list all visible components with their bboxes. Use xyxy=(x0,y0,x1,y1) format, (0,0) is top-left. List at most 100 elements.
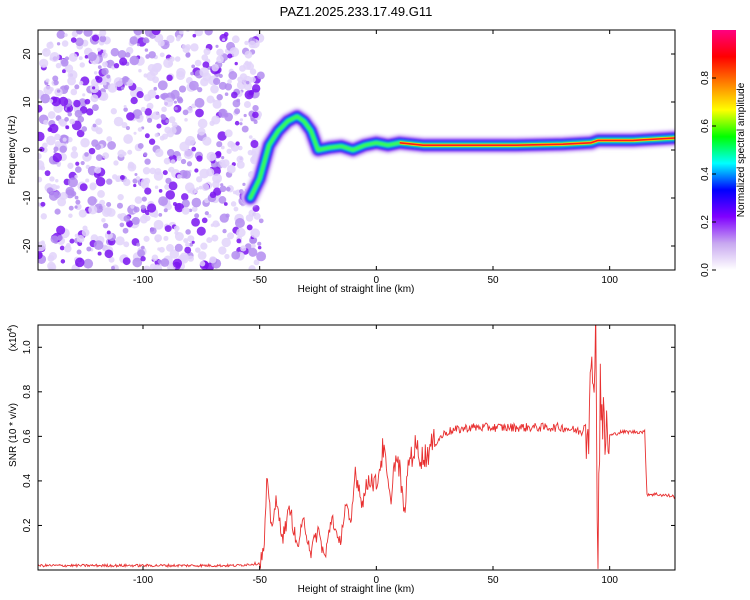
noise-blob xyxy=(210,84,219,94)
noise-blob xyxy=(151,111,161,120)
noise-blob xyxy=(126,220,134,228)
noise-blob xyxy=(142,166,151,175)
noise-blob xyxy=(201,183,210,191)
noise-blob xyxy=(107,83,118,93)
noise-blob xyxy=(74,195,79,200)
noise-blob xyxy=(166,243,174,252)
noise-blob xyxy=(184,246,192,254)
snr-ylabel: SNR (10 * v/v) xyxy=(8,403,19,467)
noise-blob xyxy=(148,138,156,145)
noise-blob xyxy=(227,53,233,59)
noise-blob xyxy=(125,52,131,58)
noise-blob xyxy=(67,70,78,80)
noise-blob xyxy=(164,225,172,233)
noise-blob xyxy=(153,213,159,218)
noise-blob xyxy=(231,250,241,260)
noise-blob xyxy=(194,168,199,173)
noise-blob xyxy=(166,149,175,157)
noise-blob xyxy=(144,108,152,116)
noise-blob xyxy=(256,251,267,262)
colorbar-tick-label: 0.6 xyxy=(700,119,711,133)
noise-blob xyxy=(92,34,100,42)
snr-panel: -100 -50 0 50 100 0.2 0.4 0.6 0.8 1.0 Height of s… xyxy=(7,324,676,595)
noise-blob xyxy=(67,177,78,188)
noise-blob xyxy=(47,111,56,119)
noise-blob xyxy=(217,131,227,141)
noise-blob xyxy=(236,80,246,90)
noise-blob xyxy=(42,142,48,149)
noise-blob xyxy=(219,213,229,223)
noise-blob xyxy=(156,123,162,129)
noise-blob xyxy=(188,208,193,213)
noise-blob xyxy=(211,115,221,125)
noise-blob xyxy=(137,249,145,258)
noise-blob xyxy=(38,152,42,160)
noise-blob xyxy=(239,118,244,122)
noise-blob xyxy=(98,205,103,210)
noise-blob xyxy=(236,227,246,238)
noise-blob xyxy=(253,259,260,266)
noise-blob xyxy=(81,228,90,237)
noise-blob xyxy=(126,112,135,121)
noise-blob xyxy=(158,196,168,207)
noise-blob xyxy=(133,183,137,188)
noise-blob xyxy=(70,37,77,43)
noise-blob xyxy=(61,40,69,47)
noise-blob xyxy=(106,178,113,185)
noise-blob xyxy=(88,205,98,215)
noise-blob xyxy=(123,178,131,187)
noise-blob xyxy=(226,164,236,174)
noise-blob xyxy=(152,63,162,73)
noise-blob xyxy=(58,96,69,107)
noise-blob xyxy=(113,77,124,88)
noise-blob xyxy=(52,75,59,82)
noise-blob xyxy=(42,63,46,68)
noise-blob xyxy=(56,30,66,39)
noise-blob xyxy=(202,136,212,146)
noise-blob xyxy=(197,87,203,93)
noise-blob xyxy=(202,72,212,82)
noise-blob xyxy=(199,260,206,267)
y-tick-label: 0.2 xyxy=(22,518,33,532)
noise-blob xyxy=(215,179,220,184)
noise-blob xyxy=(234,61,238,66)
noise-blob xyxy=(249,68,257,75)
noise-blob xyxy=(135,176,141,181)
noise-blob xyxy=(204,211,209,216)
noise-blob xyxy=(196,155,203,162)
noise-blob xyxy=(75,37,84,47)
noise-blob xyxy=(144,48,149,52)
noise-blob xyxy=(142,265,151,270)
noise-blob xyxy=(171,121,178,128)
noise-blob xyxy=(64,56,70,61)
noise-blob xyxy=(83,258,94,269)
noise-blob xyxy=(80,138,90,148)
noise-blob xyxy=(248,209,256,217)
noise-blob xyxy=(84,98,91,105)
noise-blob xyxy=(155,264,159,269)
noise-blob xyxy=(46,41,54,49)
noise-blob xyxy=(234,108,241,115)
noise-blob xyxy=(51,96,61,107)
noise-blob xyxy=(74,109,83,118)
noise-blob xyxy=(194,30,203,37)
noise-blob xyxy=(148,51,156,59)
noise-blob xyxy=(227,79,232,84)
noise-blob xyxy=(236,155,244,163)
noise-blob xyxy=(151,254,159,262)
noise-blob xyxy=(163,235,169,242)
noise-blob xyxy=(253,119,258,124)
noise-blob xyxy=(92,123,97,128)
noise-blob xyxy=(207,213,212,218)
noise-blob xyxy=(40,165,46,171)
colorbar: 0.0 0.2 0.4 0.6 0.8 Normalized spectral ampl… xyxy=(700,30,747,277)
noise-blob xyxy=(56,42,61,46)
noise-blob xyxy=(199,168,210,179)
noise-blob xyxy=(250,139,259,149)
noise-blob xyxy=(162,170,168,176)
noise-blob xyxy=(191,197,202,208)
noise-blob xyxy=(238,145,243,151)
noise-blob xyxy=(183,238,189,244)
noise-blob xyxy=(183,149,194,160)
